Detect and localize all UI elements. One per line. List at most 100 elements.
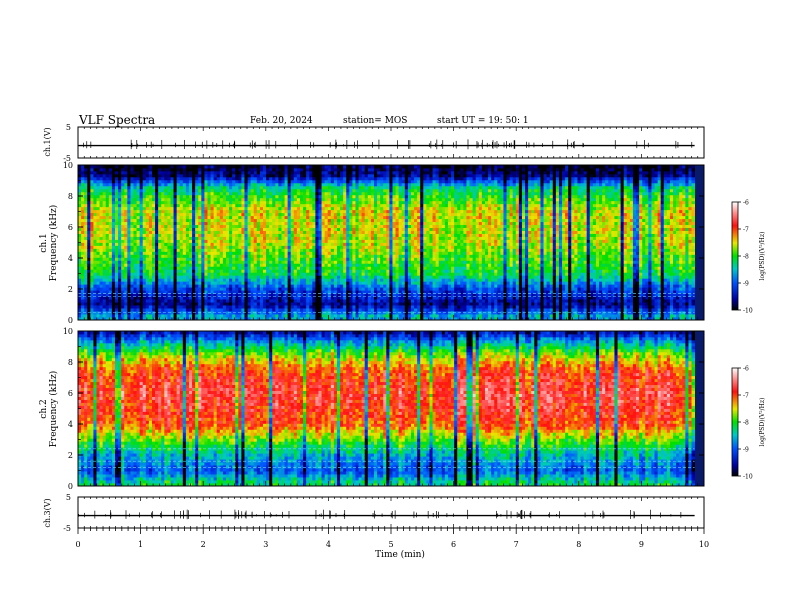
spectrogram-cell	[306, 284, 310, 288]
spectrogram-cell	[312, 236, 316, 240]
spectrogram-cell	[327, 215, 332, 220]
spectrogram-cell	[78, 230, 82, 234]
spectrogram-cell	[262, 185, 267, 190]
spectrogram-cell	[102, 302, 107, 306]
spectrogram-cell	[121, 302, 125, 306]
spectrogram-cell	[333, 191, 338, 196]
spectrogram-cell	[312, 224, 316, 228]
spectrogram-cell	[105, 311, 110, 315]
spectrogram-cell	[105, 165, 110, 169]
spectrogram-cell	[142, 302, 147, 306]
spectrogram-cell	[253, 260, 258, 264]
spectrogram-cell	[266, 287, 270, 291]
spectrogram-cell	[78, 308, 82, 312]
spectrogram-cell	[173, 284, 178, 288]
spectrogram-cell	[118, 242, 122, 246]
spectrogram-cell	[127, 215, 131, 220]
spectrogram-cell	[284, 167, 289, 172]
spectrogram-cell	[136, 299, 141, 303]
spectrogram-cell	[145, 284, 150, 288]
spectrogram-cell	[161, 308, 165, 312]
spectrogram-cell	[293, 233, 298, 237]
spectrogram-cell	[176, 263, 181, 267]
spectrogram-cell	[108, 296, 113, 300]
spectrogram-cell	[127, 176, 131, 181]
spectrogram-cell	[142, 305, 147, 309]
spectrogram-cell	[340, 314, 344, 318]
spectrogram-cell	[124, 263, 128, 267]
spectrogram-cell	[219, 305, 224, 309]
spectrogram-cell	[290, 167, 295, 172]
spectrogram-cell	[185, 236, 190, 240]
spectrogram-cell	[303, 263, 307, 267]
spectrogram-cell	[340, 200, 344, 205]
spectrogram-cell	[87, 275, 91, 279]
spectrogram-cell	[167, 311, 171, 315]
spectrogram-cell	[179, 305, 184, 309]
spectrogram-cell	[142, 296, 147, 300]
spectrogram-cell	[102, 185, 107, 190]
spectrogram-cell	[127, 287, 131, 291]
spectrogram-cell	[81, 275, 85, 279]
spectrogram-cell	[198, 275, 202, 279]
spectrogram-cell	[213, 290, 218, 294]
spectrogram-cell	[90, 218, 94, 223]
spectrogram-cell	[167, 254, 171, 258]
spectrogram-cell	[84, 317, 88, 321]
spectrogram-cell	[145, 263, 150, 267]
spectrogram-cell	[321, 242, 326, 246]
spectrogram-cell	[253, 314, 258, 318]
spectrogram-cell	[262, 287, 267, 291]
spectrogram-cell	[111, 209, 116, 214]
spectrogram-cell	[296, 170, 301, 175]
spectrogram-cell	[204, 173, 208, 178]
spectrogram-cell	[145, 296, 150, 300]
spectrogram-cell	[170, 221, 174, 226]
spectrogram-cell	[201, 290, 205, 294]
spectrogram-cell	[278, 200, 282, 205]
spectrogram-cell	[219, 218, 224, 223]
spectrogram-cell	[164, 278, 168, 282]
spectrogram-cell	[201, 170, 205, 175]
spectrogram-cell	[201, 224, 205, 228]
spectrogram-cell	[324, 290, 329, 294]
spectrogram-cell	[318, 218, 322, 223]
spectrogram-cell	[84, 293, 88, 297]
spectrogram-cell	[170, 236, 174, 240]
spectrogram-cell	[309, 227, 313, 231]
spectrogram-cell	[84, 275, 88, 279]
spectrogram-cell	[225, 200, 230, 205]
spectrogram-cell	[173, 224, 178, 228]
spectrogram-cell	[327, 311, 332, 315]
spectrogram-cell	[275, 167, 279, 172]
spectrogram-cell	[256, 206, 261, 211]
spectrogram-cell	[306, 293, 310, 297]
spectrogram-cell	[278, 170, 282, 175]
spectrogram-cell	[253, 245, 258, 249]
spectrogram-cell	[232, 236, 236, 240]
spectrogram-cell	[167, 248, 171, 252]
spectrogram-cell	[247, 167, 252, 172]
spectrogram-cell	[216, 314, 221, 318]
spectrogram-cell	[81, 257, 85, 261]
spectrogram-cell	[78, 281, 82, 285]
spectrogram-cell	[198, 179, 202, 184]
spectrogram-cell	[222, 200, 227, 205]
spectrogram-cell	[225, 302, 230, 306]
spectrogram-cell	[278, 173, 282, 178]
spectrogram-cell	[96, 173, 100, 178]
spectrogram-cell	[340, 218, 344, 223]
spectrogram-cell	[315, 215, 319, 220]
spectrogram-cell	[142, 165, 147, 169]
spectrogram-cell	[299, 287, 304, 291]
spectrogram-cell	[102, 227, 107, 231]
spectrogram-cell	[210, 242, 215, 246]
spectrogram-cell	[133, 278, 137, 282]
spectrogram-cell	[96, 293, 100, 297]
spectrogram-cell	[111, 293, 116, 297]
spectrogram-cell	[78, 218, 82, 223]
spectrogram-cell	[78, 257, 82, 261]
spectrogram-cell	[161, 221, 165, 226]
